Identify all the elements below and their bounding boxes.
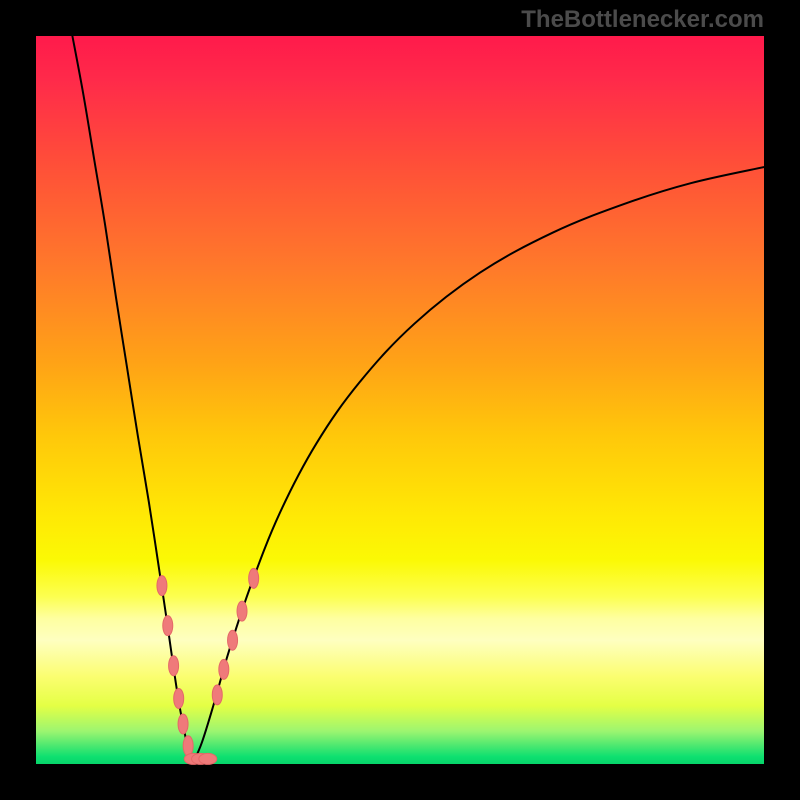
right-marker [228, 630, 238, 650]
bottom-marker [199, 753, 217, 764]
left-marker [169, 656, 179, 676]
left-marker [174, 688, 184, 708]
curves-layer [0, 0, 800, 800]
watermark-text: TheBottlenecker.com [521, 6, 764, 34]
figure-root: TheBottlenecker.com [0, 0, 800, 800]
left-marker [183, 736, 193, 756]
right-marker [219, 659, 229, 679]
left-curve [72, 36, 192, 764]
right-marker [237, 601, 247, 621]
right-marker [212, 685, 222, 705]
right-marker [249, 568, 259, 588]
left-marker [178, 714, 188, 734]
right-curve [193, 167, 764, 764]
left-marker [163, 616, 173, 636]
left-marker [157, 576, 167, 596]
